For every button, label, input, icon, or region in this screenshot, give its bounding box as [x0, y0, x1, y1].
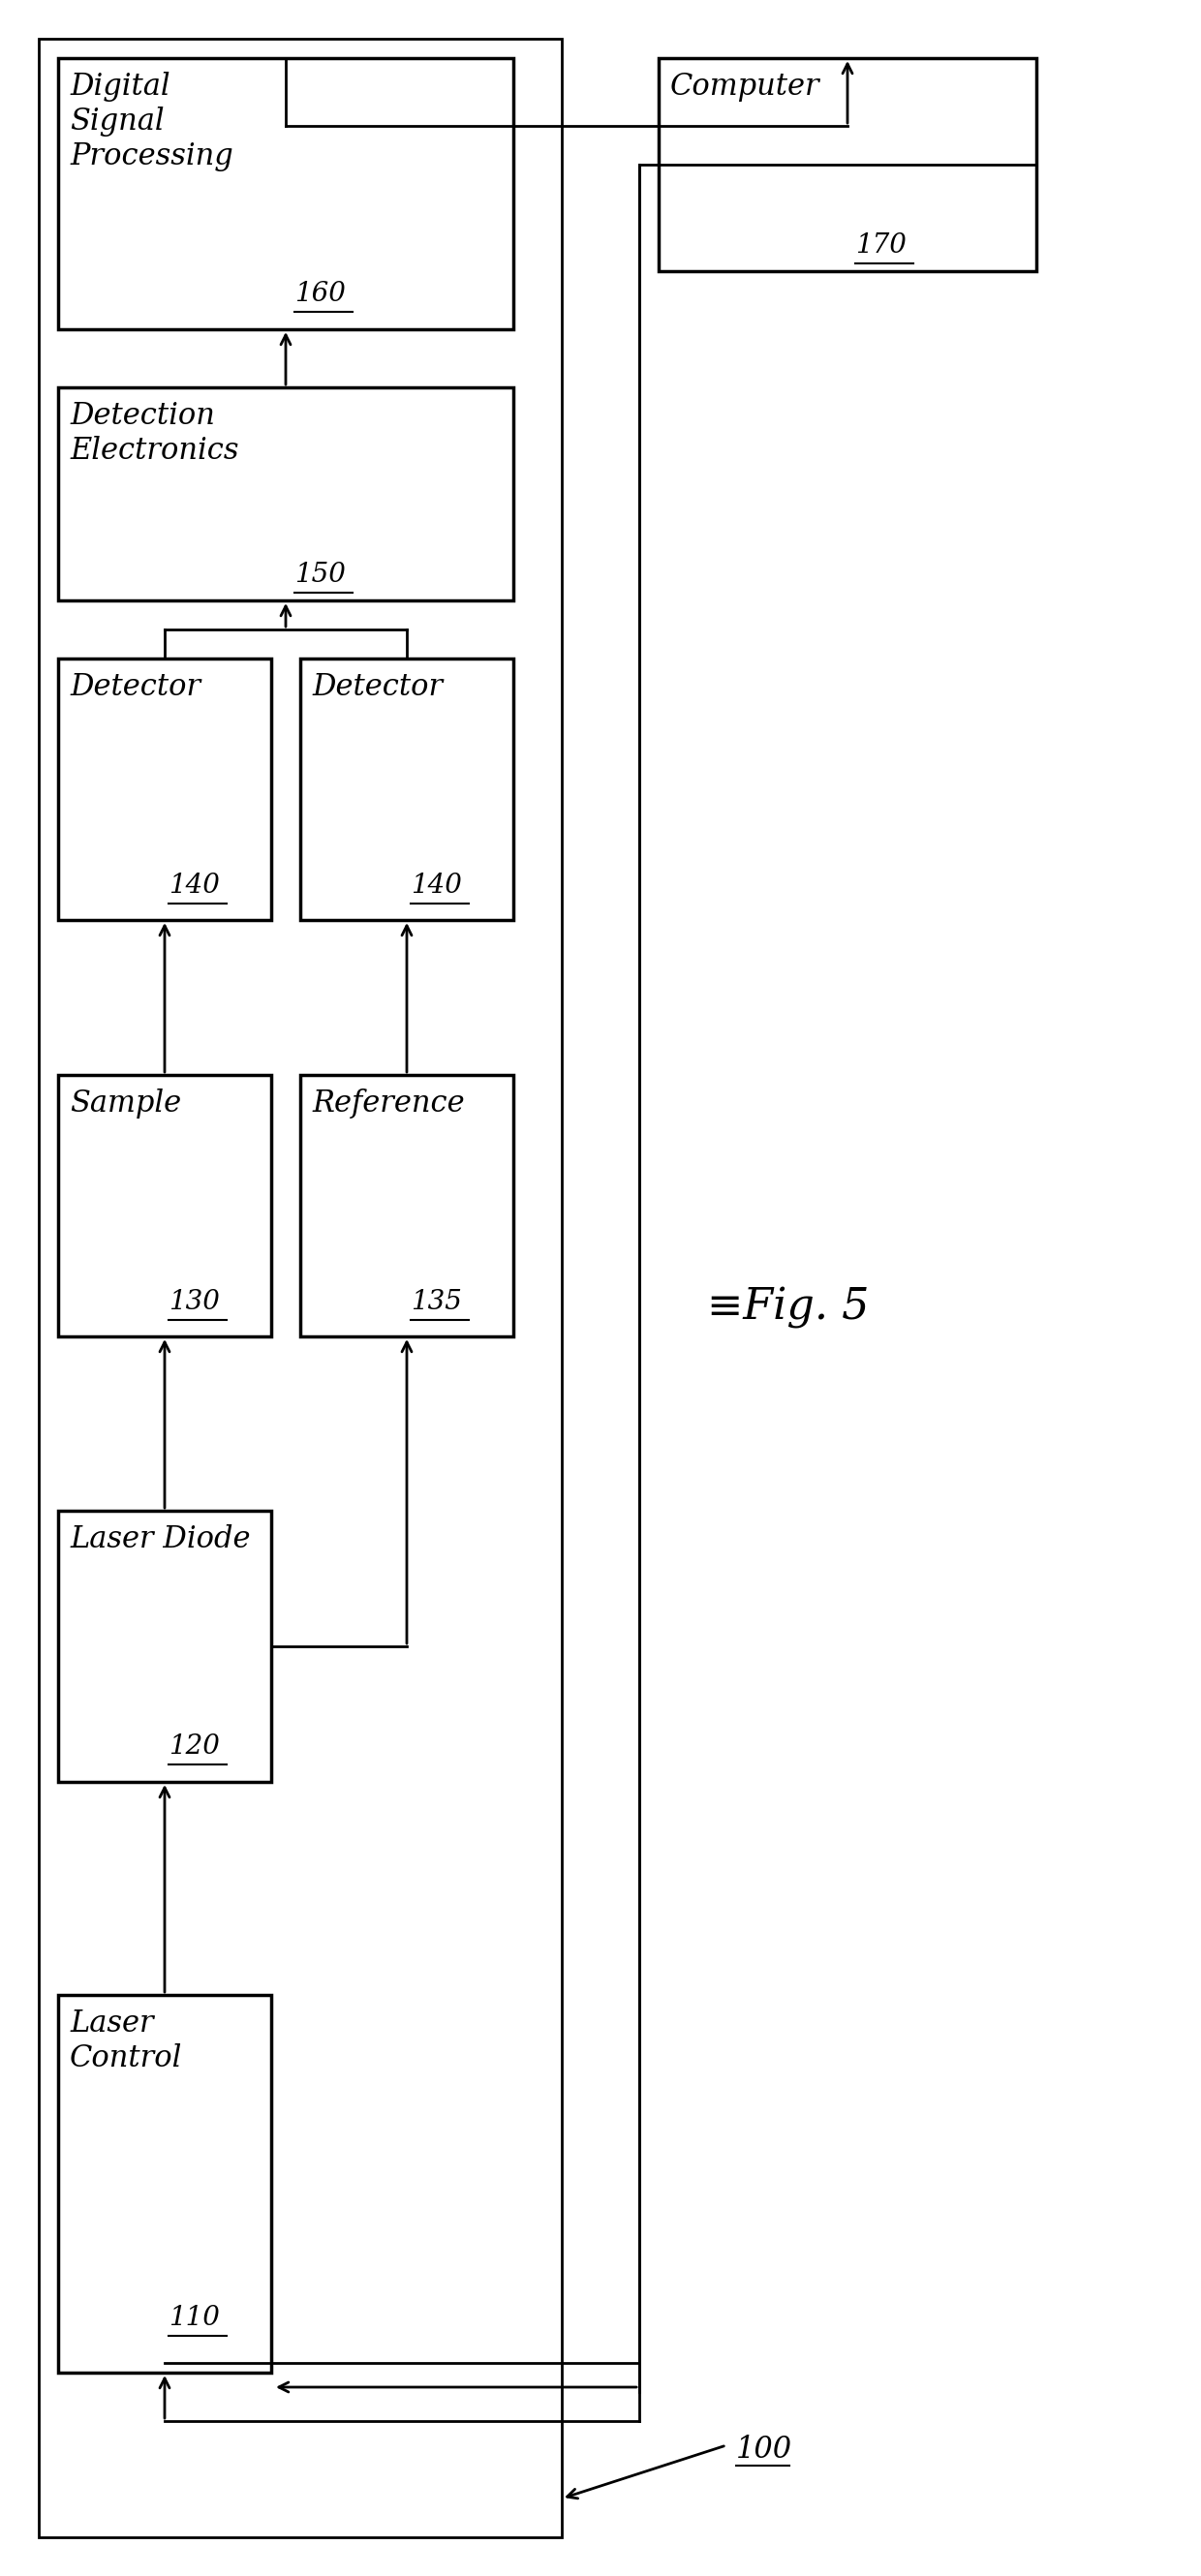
Text: Digital
Signal
Processing: Digital Signal Processing	[70, 72, 233, 170]
Bar	[38, 39, 562, 2537]
Text: Detector: Detector	[312, 672, 443, 703]
Text: Laser Diode: Laser Diode	[70, 1525, 250, 1553]
Bar	[300, 1074, 513, 1337]
Text: 120: 120	[169, 1734, 220, 1759]
Text: 150: 150	[294, 562, 346, 587]
Text: Computer: Computer	[670, 72, 820, 100]
Text: 170: 170	[855, 232, 907, 260]
Text: 100: 100	[736, 2434, 793, 2465]
Bar	[58, 1074, 271, 1337]
Text: ≡Fig. 5: ≡Fig. 5	[707, 1285, 870, 1329]
Bar	[58, 1510, 271, 1783]
Text: Sample: Sample	[70, 1090, 181, 1118]
Bar	[658, 59, 1036, 270]
Bar	[58, 59, 513, 330]
Text: 130: 130	[169, 1291, 220, 1316]
Text: 110: 110	[169, 2306, 220, 2331]
Text: Detector: Detector	[70, 672, 201, 703]
Text: 160: 160	[294, 281, 346, 307]
Bar	[58, 386, 513, 600]
Text: Detection
Electronics: Detection Electronics	[70, 402, 239, 466]
Bar	[300, 659, 513, 920]
Bar	[58, 659, 271, 920]
Text: 140: 140	[411, 873, 462, 899]
Text: Reference: Reference	[312, 1090, 465, 1118]
Bar	[58, 1994, 271, 2372]
Text: 140: 140	[169, 873, 220, 899]
Text: Laser
Control: Laser Control	[70, 2009, 183, 2074]
Text: 135: 135	[411, 1291, 462, 1316]
